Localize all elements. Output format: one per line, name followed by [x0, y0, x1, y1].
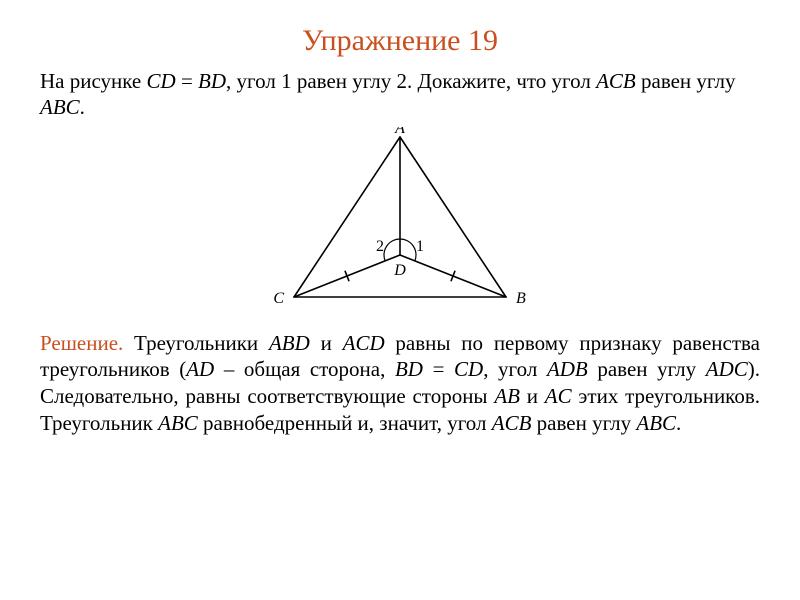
solution-text: Решение. Треугольники ABD и ACD равны по… — [40, 330, 760, 438]
var-acb: ACB — [596, 69, 636, 93]
txt: , угол 1 равен углу 2. Докажите, что уго… — [226, 69, 596, 93]
txt: . — [80, 95, 85, 119]
svg-text:B: B — [516, 290, 526, 307]
var-acb: ACB — [492, 411, 532, 435]
txt: = — [423, 357, 454, 381]
svg-text:C: C — [273, 290, 284, 307]
txt: – общая сторона, — [214, 357, 395, 381]
var-ad: AD — [186, 357, 214, 381]
var-cd: CD — [147, 69, 176, 93]
problem-text: На рисунке CD = BD, угол 1 равен углу 2.… — [40, 68, 760, 121]
var-bd: BD — [198, 69, 226, 93]
txt: равнобедренный и, значит, угол — [198, 411, 492, 435]
txt: = — [176, 69, 198, 93]
triangle-diagram: A B C D1 2 — [260, 127, 540, 317]
svg-text:A: A — [394, 127, 405, 137]
txt: и — [310, 331, 343, 355]
var-abc: ABC — [158, 411, 198, 435]
var-abc: ABC — [40, 95, 80, 119]
txt: равен углу — [636, 69, 736, 93]
solution-label: Решение. — [40, 331, 123, 355]
var-ab: AB — [494, 384, 520, 408]
svg-text:2: 2 — [376, 238, 384, 255]
var-ac: AC — [545, 384, 572, 408]
txt: Треугольники — [123, 331, 269, 355]
var-abc: ABC — [636, 411, 676, 435]
var-bd: BD — [395, 357, 423, 381]
var-acd: ACD — [343, 331, 385, 355]
txt: равен углу — [531, 411, 636, 435]
var-cd: CD — [454, 357, 483, 381]
txt: . — [676, 411, 681, 435]
var-abd: ABD — [269, 331, 310, 355]
txt: равен углу — [588, 357, 706, 381]
slide: Упражнение 19 На рисунке CD = BD, угол 1… — [0, 0, 800, 600]
var-adb: ADB — [547, 357, 588, 381]
figure: A B C D1 2 — [40, 127, 760, 322]
svg-text:1: 1 — [416, 238, 424, 255]
svg-text:D: D — [393, 262, 406, 279]
var-adc: ADC — [706, 357, 748, 381]
txt: и — [520, 384, 545, 408]
txt: , угол — [483, 357, 547, 381]
txt: На рисунке — [40, 69, 147, 93]
page-title: Упражнение 19 — [40, 24, 760, 58]
